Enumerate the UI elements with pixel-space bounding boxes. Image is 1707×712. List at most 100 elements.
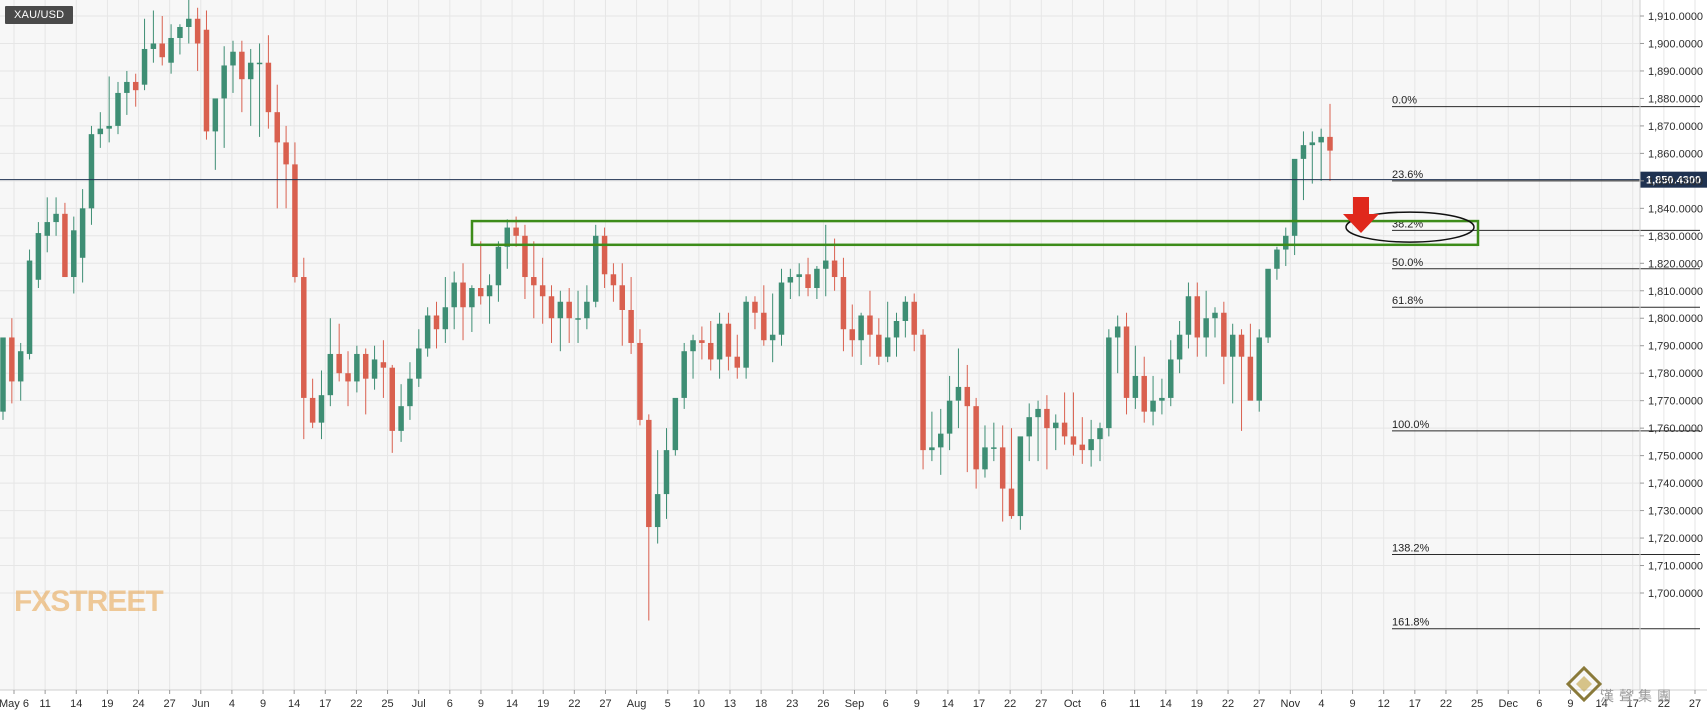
- candle-body: [150, 43, 157, 49]
- candle-body: [17, 351, 24, 382]
- time-tick-label: 5: [665, 698, 671, 710]
- candle-body: [858, 315, 864, 341]
- watermark-text: 漢聲集團: [1600, 688, 1676, 704]
- fib-label: 161.8%: [1392, 617, 1430, 629]
- candle-body: [840, 277, 847, 330]
- candle-body: [1274, 249, 1280, 269]
- time-tick-label: 9: [1350, 698, 1356, 710]
- candle-body: [743, 301, 749, 368]
- candle-body: [1168, 359, 1174, 398]
- fib-label: 100.0%: [1392, 419, 1430, 431]
- time-tick-label: 24: [132, 698, 144, 710]
- candle-body: [601, 235, 608, 275]
- candle-body: [1035, 408, 1041, 418]
- price-tick-label: 1,720.0000: [1648, 533, 1703, 545]
- price-tick-label: 1,910.0000: [1648, 11, 1703, 23]
- candle-body: [610, 274, 617, 286]
- time-tick-label: 12: [1378, 698, 1390, 710]
- time-tick-label: Nov: [1281, 698, 1301, 710]
- candle-body: [265, 62, 272, 113]
- time-tick-label: 6: [1536, 698, 1542, 710]
- candle-body: [1309, 142, 1316, 146]
- price-tick-label: 1,790.0000: [1648, 341, 1703, 353]
- time-tick-label: 27: [1035, 698, 1047, 710]
- fib-label: 138.2%: [1392, 543, 1430, 555]
- candle-body: [867, 315, 873, 335]
- candle-body: [186, 18, 192, 27]
- candle-body: [292, 164, 298, 278]
- symbol-label[interactable]: XAU/USD: [5, 6, 74, 24]
- candle-body: [1318, 136, 1324, 143]
- candle-body: [380, 362, 387, 368]
- candle-body: [982, 447, 988, 470]
- candle-body: [575, 318, 581, 320]
- current-price-tag: [1640, 171, 1707, 188]
- time-tick-label: 10: [693, 698, 705, 710]
- candle-body: [318, 395, 325, 423]
- time-tick-label: Dec: [1498, 698, 1518, 710]
- candle-body: [362, 353, 369, 379]
- candle-body: [1265, 268, 1271, 338]
- candle-body: [124, 81, 130, 93]
- candle-body: [999, 447, 1006, 489]
- price-tick-label: 1,890.0000: [1648, 66, 1703, 78]
- candle-body: [371, 359, 378, 379]
- candle-body: [725, 323, 732, 357]
- candle-body: [973, 406, 979, 470]
- candle-body: [522, 235, 528, 278]
- candle-body: [71, 230, 77, 278]
- annotations: 1,850.4300: [0, 171, 1707, 247]
- candle-body: [1212, 312, 1218, 319]
- candle-body: [584, 301, 590, 319]
- candle-body: [1185, 296, 1192, 335]
- candle-body: [1026, 417, 1032, 437]
- candle-body: [831, 260, 838, 278]
- candle-body: [761, 312, 767, 341]
- candle-body: [672, 397, 679, 451]
- price-axis[interactable]: 1,910.0000 1,900.0000 1,890.0000 1,880.0000…: [1639, 0, 1703, 690]
- time-tick-label: 26: [817, 698, 829, 710]
- time-tick-label: 17: [1627, 698, 1639, 710]
- candle-body: [1176, 334, 1183, 360]
- candle-body: [239, 51, 245, 80]
- candle-body: [778, 282, 785, 335]
- candle-body: [132, 81, 139, 91]
- candle-body: [495, 246, 502, 286]
- candle-body: [256, 62, 263, 65]
- fib-label: 23.6%: [1392, 169, 1423, 181]
- time-tick-label: 4: [1318, 698, 1324, 710]
- time-tick-label: 6: [883, 698, 889, 710]
- candle-body: [486, 285, 493, 297]
- candle-body: [1141, 375, 1147, 412]
- price-tick-label: 1,880.0000: [1648, 93, 1703, 105]
- time-tick-label: 27: [599, 698, 611, 710]
- candle-body: [345, 373, 351, 382]
- time-tick-label: 6: [1100, 698, 1106, 710]
- time-tick-label: 9: [914, 698, 920, 710]
- candle-body: [796, 274, 802, 278]
- price-tick-label: 1,710.0000: [1648, 561, 1703, 573]
- candle-body: [336, 353, 342, 374]
- candle-body: [548, 296, 555, 319]
- candle-body: [752, 301, 758, 313]
- price-tick-label: 1,900.0000: [1648, 38, 1703, 50]
- candle-body: [681, 351, 687, 398]
- candle-body: [1238, 334, 1245, 357]
- price-tick-label: 1,780.0000: [1648, 368, 1703, 380]
- candle-body: [902, 301, 909, 321]
- time-tick-label: 22: [1222, 698, 1234, 710]
- candle-body: [1106, 337, 1112, 429]
- candle-body: [469, 288, 475, 308]
- candle-body: [1114, 326, 1121, 338]
- candle-body: [1203, 318, 1209, 338]
- candle-body: [1079, 444, 1086, 451]
- candle-body: [1283, 235, 1289, 250]
- time-tick-label: 27: [1253, 698, 1265, 710]
- candle-body: [946, 400, 953, 434]
- candle-body: [1008, 488, 1015, 517]
- time-axis[interactable]: May 6 11 14 19 24 27 Jun 4 9 14 17 22 25 Jul 6 9 14 19 22 2…: [0, 689, 1707, 710]
- candle-body: [230, 51, 236, 66]
- time-tick-label: 25: [381, 698, 393, 710]
- candle-body: [1097, 428, 1103, 440]
